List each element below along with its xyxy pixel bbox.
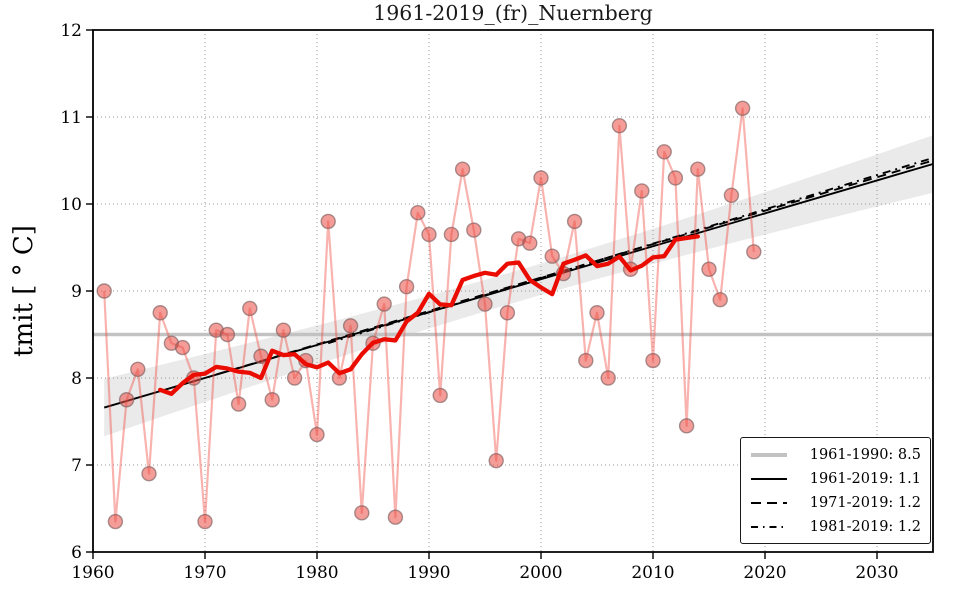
data-point-1992	[443, 226, 460, 243]
data-point-1997	[499, 305, 516, 321]
axis-layer: 1960 1970 1980 1990 2000 2010 2020 2030 6 7 8 9 10 11…	[60, 21, 934, 583]
data-point-1972	[219, 326, 236, 343]
data-point-1968	[174, 339, 191, 356]
y-tick-label: 9	[71, 282, 82, 302]
data-point-2001	[544, 248, 560, 264]
data-point-1994	[466, 222, 482, 238]
data-point-2007	[611, 117, 628, 134]
data-point-1980	[309, 426, 325, 443]
legend-label: 1961-2019: 1.1	[809, 471, 921, 487]
trend-line-solid	[103, 163, 934, 409]
legend-item: 1961-2019: 1.1	[749, 467, 921, 491]
running-mean-line	[158, 234, 700, 396]
data-point-2000	[533, 170, 549, 186]
data-point-1981	[320, 213, 336, 230]
legend-item: 1981-2019: 1.2	[749, 515, 921, 539]
x-tick-label: 1960	[71, 563, 114, 583]
legend-label: 1971-2019: 1.2	[809, 495, 921, 511]
legend-sample-dashdot	[751, 526, 787, 528]
data-point-1966	[152, 305, 168, 321]
data-point-1991	[432, 387, 448, 404]
data-point-1989	[410, 204, 426, 221]
legend-label: 1981-2019: 1.2	[809, 519, 921, 535]
y-tick-label: 8	[71, 369, 82, 389]
data-point-1987	[387, 509, 404, 525]
data-point-1986	[376, 296, 392, 312]
data-point-2011	[656, 144, 672, 160]
legend-label: 1961-1990: 8.5	[809, 447, 921, 463]
data-point-2018	[734, 100, 751, 117]
y-tick-label: 7	[71, 456, 82, 476]
x-tick-label: 2030	[855, 563, 898, 583]
legend-sample-dashed	[751, 502, 787, 504]
y-tick-label: 12	[60, 21, 82, 41]
data-point-2016	[712, 292, 728, 308]
data-point-2010	[645, 352, 661, 369]
y-tick-label: 10	[60, 195, 82, 215]
data-point-2003	[566, 213, 583, 230]
chart-title: 1961-2019_(fr)_Nuernberg	[373, 1, 653, 25]
data-point-1970	[197, 513, 213, 530]
data-point-1984	[354, 505, 370, 521]
data-point-2017	[723, 187, 740, 204]
data-point-1964	[130, 361, 146, 377]
data-point-2009	[634, 183, 650, 199]
y-tick-label: 11	[60, 108, 82, 128]
legend-item: 1961-1990: 8.5	[749, 443, 921, 467]
data-point-1977	[275, 322, 292, 338]
legend-item: 1971-2019: 1.2	[749, 491, 921, 515]
data-point-1965	[141, 466, 157, 482]
data-point-2004	[578, 352, 594, 369]
data-point-1999	[522, 235, 538, 251]
y-axis-label: tmit [ ° C]	[9, 225, 39, 357]
data-point-1990	[421, 226, 437, 243]
data-point-1974	[242, 300, 258, 317]
data-point-2015	[701, 261, 717, 277]
legend: 1961-1990: 8.5 1961-2019: 1.1 1971-2019: 1…	[740, 437, 931, 544]
data-point-2005	[589, 305, 605, 321]
y-tick-label: 6	[71, 543, 82, 563]
legend-sample-gray-thick	[751, 453, 787, 457]
x-tick-label: 1980	[295, 563, 338, 583]
x-tick-label: 2020	[743, 563, 786, 583]
x-tick-label: 1990	[407, 563, 450, 583]
data-point-1995	[477, 296, 493, 312]
data-point-2013	[678, 418, 695, 434]
data-point-1993	[454, 161, 471, 177]
data-point-1963	[118, 392, 135, 408]
data-point-2012	[667, 170, 684, 186]
data-point-1961	[96, 283, 112, 299]
data-point-2019	[746, 244, 762, 260]
series-layer	[96, 100, 934, 530]
data-point-1996	[488, 452, 504, 469]
trend-line-dashed	[215, 159, 934, 376]
x-tick-label: 2000	[519, 563, 562, 583]
trend-line-dashdot	[327, 156, 934, 345]
data-point-1988	[398, 278, 415, 295]
data-point-1976	[264, 392, 280, 408]
x-tick-label: 1970	[183, 563, 226, 583]
data-point-1983	[342, 318, 359, 334]
data-point-1973	[230, 396, 247, 412]
legend-sample-solid	[751, 478, 787, 480]
data-point-2014	[690, 161, 706, 177]
data-point-1962	[107, 513, 124, 530]
data-point-1978	[286, 370, 303, 386]
x-tick-label: 2010	[631, 563, 674, 583]
data-point-2006	[600, 370, 616, 386]
